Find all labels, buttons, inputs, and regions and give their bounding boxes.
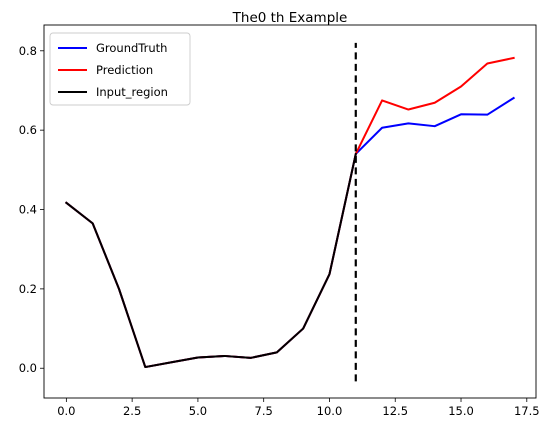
series-line-input-region xyxy=(64,152,357,369)
legend-label: GroundTruth xyxy=(96,41,167,55)
y-tick-label: 0.8 xyxy=(19,44,37,58)
legend-box xyxy=(49,32,191,106)
plot-frame xyxy=(43,24,537,399)
x-tick-label: 5.0 xyxy=(189,404,207,418)
x-tick-label: 0.0 xyxy=(57,404,75,418)
legend-label: Prediction xyxy=(96,63,153,77)
series-line-groundtruth xyxy=(64,96,516,369)
y-tick-label: 0.0 xyxy=(19,361,37,375)
x-tick-label: 10.0 xyxy=(317,404,343,418)
legend-label: Input_region xyxy=(96,85,168,99)
x-axis: 0.0 2.5 5.0 7.5 10.0 12.5 15.0 17.5 xyxy=(57,398,540,418)
x-tick-label: 15.0 xyxy=(448,404,474,418)
legend: GroundTruth Prediction Input_region xyxy=(49,32,191,106)
plot-marks xyxy=(64,42,516,382)
x-tick-label: 7.5 xyxy=(255,404,273,418)
y-tick-label: 0.2 xyxy=(19,282,37,296)
x-tick-label: 17.5 xyxy=(514,404,540,418)
chart-title: The0 th Example xyxy=(232,10,348,26)
y-tick-label: 0.4 xyxy=(19,203,37,217)
y-tick-label: 0.6 xyxy=(19,123,37,137)
x-tick-label: 2.5 xyxy=(123,404,141,418)
x-tick-label: 12.5 xyxy=(382,404,408,418)
y-axis: 0.0 0.2 0.4 0.6 0.8 xyxy=(19,44,44,375)
